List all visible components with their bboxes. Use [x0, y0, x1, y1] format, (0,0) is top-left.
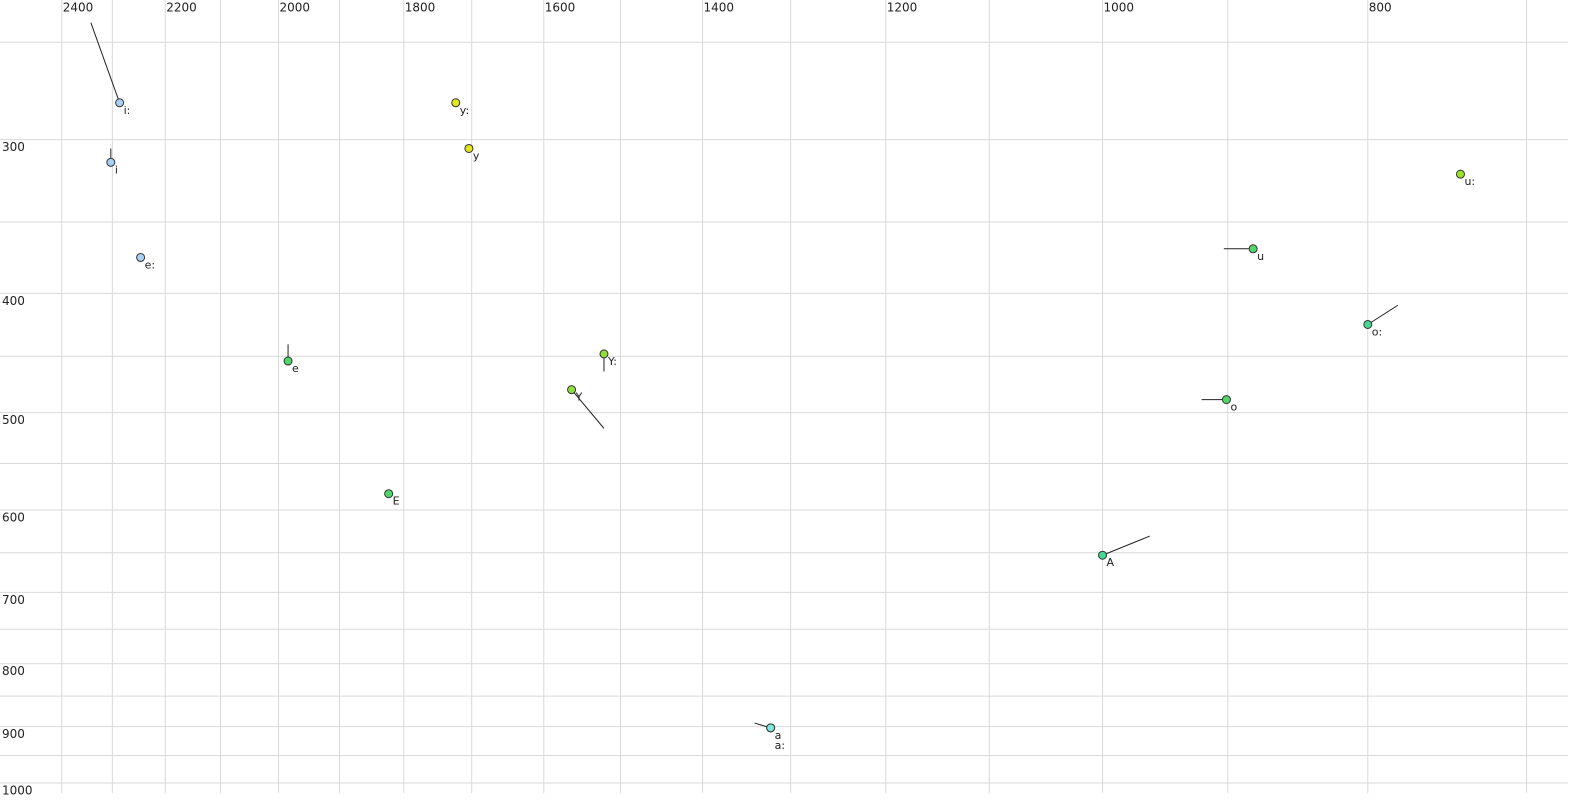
vowel-label: o [1230, 401, 1237, 414]
vowel-label: i: [124, 104, 131, 117]
vowel-point [106, 157, 116, 167]
vowel-label: u [1257, 250, 1264, 263]
x-tick-label: 2400 [63, 1, 94, 15]
vowel-point [464, 143, 474, 153]
x-tick-label: 1600 [545, 1, 576, 15]
trajectory [1367, 304, 1399, 325]
y-tick-label: 700 [2, 593, 25, 607]
vowel-label: a [775, 729, 782, 742]
x-tick-label: 1000 [1104, 1, 1135, 15]
y-tick-label: 900 [2, 727, 25, 741]
vowel-label: u: [1464, 175, 1475, 188]
vowel-label: A [1107, 556, 1115, 569]
vowel-label: y [473, 149, 480, 162]
vowel-label: a: [775, 739, 785, 752]
x-tick-label: 2200 [166, 1, 197, 15]
vowel-point [766, 723, 776, 733]
x-tick-label: 1800 [405, 1, 436, 15]
vowel-point [115, 98, 125, 108]
trajectory [90, 22, 121, 103]
x-tick-label: 1400 [704, 1, 735, 15]
vowel-label: Y: [607, 355, 617, 368]
trajectory [1102, 535, 1150, 556]
y-tick-label: 500 [2, 413, 25, 427]
vowel-point [283, 356, 293, 366]
vowel-point [567, 385, 577, 395]
vowel-label: e [292, 362, 299, 375]
vowel-point [1221, 395, 1231, 405]
vowel-label: e: [145, 258, 155, 271]
x-tick-label: 2000 [280, 1, 311, 15]
vowel-point [1363, 319, 1373, 329]
x-tick-label: 1200 [887, 1, 918, 15]
vowel-label: y: [460, 104, 469, 117]
vowel-point [1098, 550, 1108, 560]
vowel-point [136, 252, 146, 262]
vowel-label: Y [575, 391, 583, 404]
y-tick-label: 300 [2, 140, 25, 154]
vowel-point [1455, 169, 1465, 179]
y-tick-label: 400 [2, 294, 25, 308]
x-tick-label: 800 [1369, 1, 1392, 15]
vowel-label: o: [1372, 325, 1382, 338]
vowel-point [384, 489, 394, 499]
vowel-point [599, 349, 609, 359]
vowel-label: i [115, 163, 118, 176]
vowel-label: E [393, 495, 400, 508]
vowel-point [451, 98, 461, 108]
y-tick-label: 600 [2, 511, 25, 525]
y-tick-label: 1000 [2, 783, 33, 797]
vowel-point [1248, 244, 1258, 254]
y-tick-label: 800 [2, 664, 25, 678]
trajectory [571, 389, 605, 429]
